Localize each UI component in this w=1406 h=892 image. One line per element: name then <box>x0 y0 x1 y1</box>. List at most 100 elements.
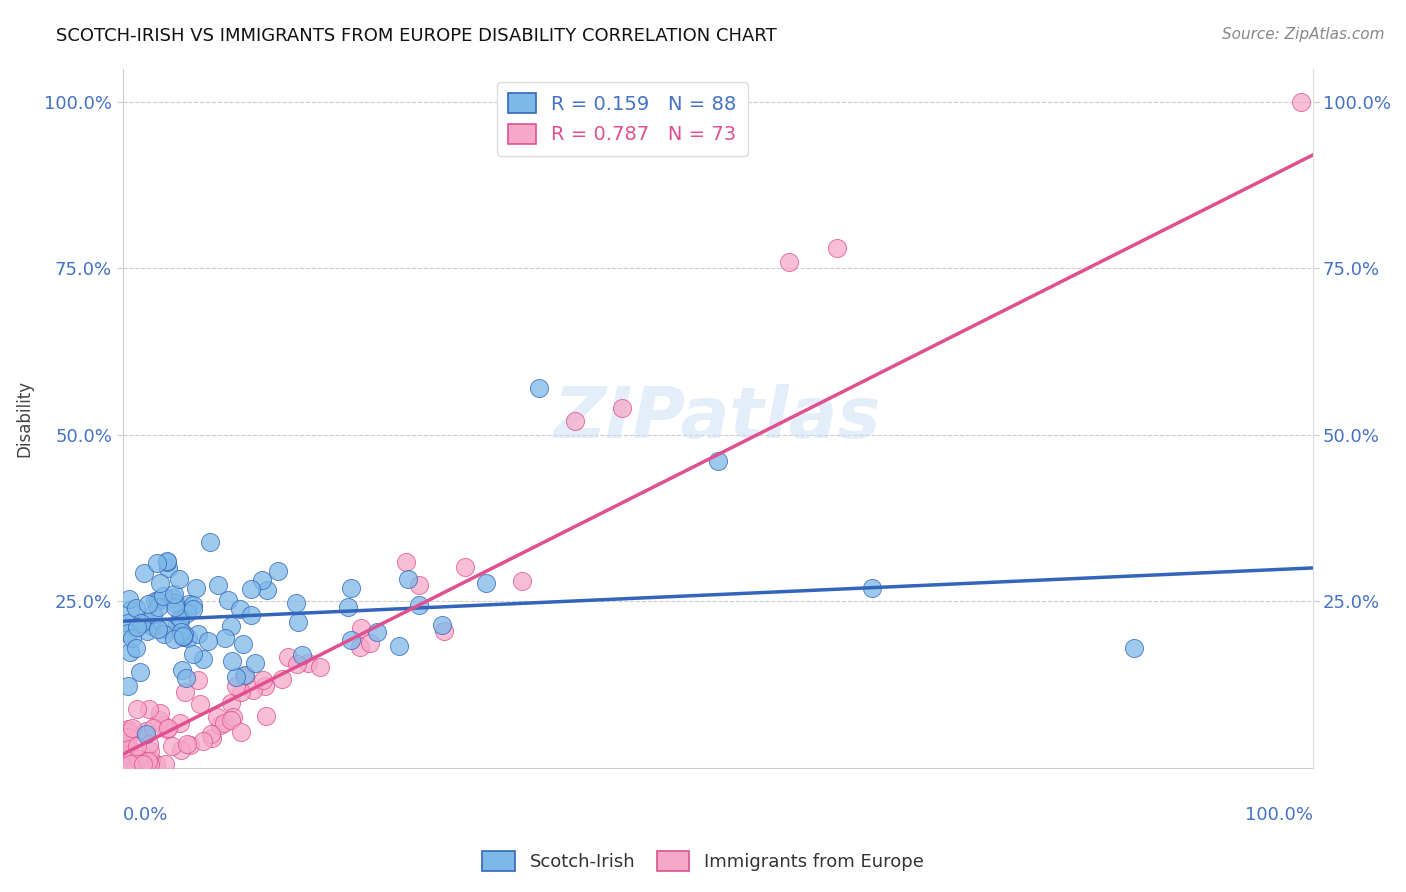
Y-axis label: Disability: Disability <box>15 380 32 457</box>
Point <box>349 640 371 654</box>
Point <box>139 753 162 767</box>
Point <box>136 624 159 639</box>
Point <box>146 622 169 636</box>
Point <box>145 556 167 570</box>
Legend: R = 0.159   N = 88, R = 0.787   N = 73: R = 0.159 N = 88, R = 0.787 N = 73 <box>496 82 748 156</box>
Point <box>287 615 309 630</box>
Point <box>187 673 209 687</box>
Point <box>138 737 160 751</box>
Point <box>177 598 200 612</box>
Point <box>118 757 141 772</box>
Point <box>250 573 273 587</box>
Point <box>177 631 200 645</box>
Point <box>118 757 141 772</box>
Point <box>408 578 430 592</box>
Point <box>527 381 550 395</box>
Point <box>167 572 190 586</box>
Point <box>127 752 149 766</box>
Point <box>179 738 201 752</box>
Point <box>285 657 308 671</box>
Point <box>217 593 239 607</box>
Point <box>165 599 187 614</box>
Legend: Scotch-Irish, Immigrants from Europe: Scotch-Irish, Immigrants from Europe <box>475 844 931 879</box>
Point <box>176 606 198 620</box>
Point <box>135 727 157 741</box>
Point <box>198 535 221 549</box>
Point <box>221 654 243 668</box>
Point <box>340 632 363 647</box>
Text: ZIPatlas: ZIPatlas <box>554 384 882 452</box>
Point <box>117 743 139 757</box>
Point <box>188 698 211 712</box>
Point <box>156 555 179 569</box>
Point <box>117 679 139 693</box>
Point <box>297 656 319 670</box>
Point <box>138 757 160 772</box>
Point <box>200 727 222 741</box>
Point <box>201 731 224 745</box>
Point <box>170 663 193 677</box>
Point <box>142 607 165 621</box>
Point <box>612 401 634 416</box>
Point <box>229 602 252 616</box>
Point <box>433 624 456 638</box>
Point <box>128 665 150 680</box>
Point <box>337 599 360 614</box>
Point <box>205 710 228 724</box>
Point <box>136 597 159 611</box>
Point <box>173 626 195 640</box>
Point <box>212 715 235 730</box>
Point <box>207 578 229 592</box>
Point <box>454 560 477 574</box>
Point <box>149 706 172 720</box>
Point <box>181 598 204 612</box>
Point <box>146 600 169 615</box>
Point <box>134 566 156 580</box>
Point <box>117 751 139 765</box>
Point <box>121 631 143 645</box>
Point <box>219 696 242 710</box>
Point <box>253 679 276 693</box>
Point <box>169 716 191 731</box>
Point <box>510 574 533 589</box>
Point <box>219 713 242 727</box>
Point <box>187 626 209 640</box>
Point <box>139 744 162 758</box>
Point <box>153 757 176 772</box>
Point <box>149 576 172 591</box>
Point <box>152 589 174 603</box>
Point <box>143 594 166 608</box>
Point <box>252 673 274 687</box>
Point <box>118 747 141 762</box>
Point <box>142 721 165 735</box>
Point <box>134 614 156 628</box>
Point <box>291 648 314 662</box>
Point <box>172 629 194 643</box>
Text: 100.0%: 100.0% <box>1244 806 1313 824</box>
Point <box>825 241 848 255</box>
Point <box>222 710 245 724</box>
Point <box>157 561 180 575</box>
Point <box>173 685 195 699</box>
Point <box>308 660 330 674</box>
Point <box>564 414 586 428</box>
Point <box>127 739 149 753</box>
Point <box>138 754 160 768</box>
Point <box>396 573 419 587</box>
Point <box>214 631 236 645</box>
Point <box>141 619 163 633</box>
Point <box>148 714 170 728</box>
Point <box>155 622 177 636</box>
Point <box>271 672 294 686</box>
Point <box>162 587 184 601</box>
Point <box>225 679 247 693</box>
Point <box>121 721 143 735</box>
Point <box>395 555 418 569</box>
Point <box>117 725 139 739</box>
Point <box>191 734 214 748</box>
Point <box>120 603 142 617</box>
Point <box>156 721 179 735</box>
Point <box>388 639 411 653</box>
Point <box>229 725 252 739</box>
Point <box>229 685 252 699</box>
